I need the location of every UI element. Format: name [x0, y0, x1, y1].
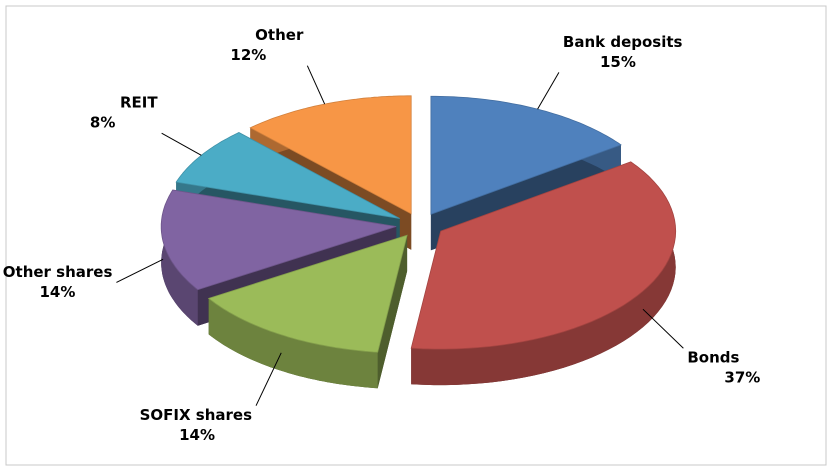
leader-line	[161, 132, 202, 156]
data-label-name: Other	[255, 26, 304, 44]
data-label-name: SOFIX shares	[140, 406, 252, 424]
slice-side	[208, 298, 378, 389]
data-label-name: Other shares	[3, 263, 113, 281]
slice	[160, 189, 397, 291]
chart-frame	[5, 5, 827, 466]
slice	[207, 234, 408, 353]
data-label-name: REIT	[120, 94, 158, 112]
data-label-name: Bonds	[687, 349, 739, 367]
slice-group	[410, 161, 677, 386]
data-label-value: 15%	[600, 53, 636, 71]
data-label-value: 37%	[724, 369, 760, 387]
leader-line	[255, 352, 282, 406]
leader-line	[537, 72, 560, 110]
slice-side	[411, 161, 676, 386]
data-label-value: 8%	[90, 114, 115, 132]
slice-group	[430, 95, 622, 251]
data-label-value: 14%	[179, 426, 215, 444]
data-label-value: 12%	[230, 46, 266, 64]
data-label-value: 14%	[39, 283, 75, 301]
leader-line	[642, 308, 684, 349]
slice	[410, 161, 677, 350]
data-label-name: Bank deposits	[563, 33, 683, 51]
slice	[249, 95, 412, 215]
slice-group	[207, 234, 408, 389]
leader-line	[116, 258, 164, 283]
leader-line	[306, 65, 326, 105]
